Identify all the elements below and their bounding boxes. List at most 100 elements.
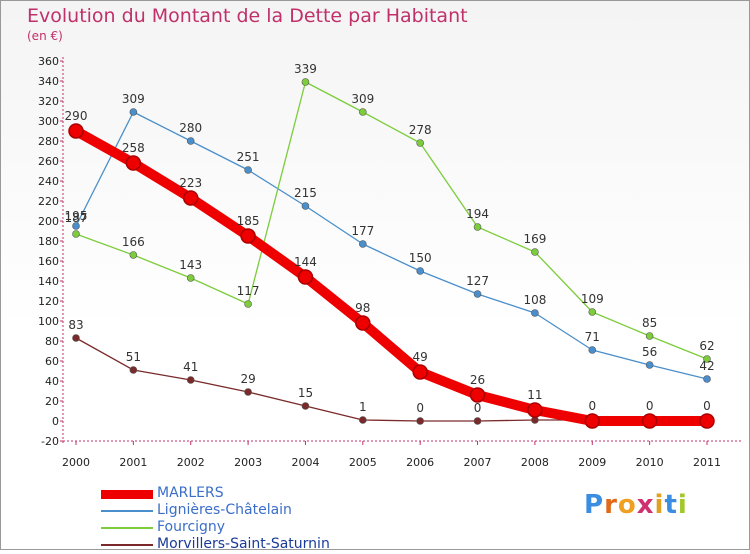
data-point — [359, 416, 367, 424]
y-tick-label: 100 — [38, 315, 59, 328]
y-tick-label: 240 — [38, 175, 59, 188]
data-point — [125, 155, 142, 171]
data-label: 0 — [703, 399, 711, 413]
data-label: 187 — [65, 211, 88, 225]
data-point — [473, 417, 482, 425]
data-label: 0 — [416, 401, 424, 415]
y-tick-label: 20 — [45, 395, 59, 408]
x-tick-label: 2003 — [234, 456, 262, 469]
data-label: 98 — [355, 301, 370, 315]
data-label: 195 — [65, 209, 88, 223]
data-point — [355, 315, 371, 331]
data-label: 117 — [237, 284, 260, 298]
data-point — [72, 222, 80, 230]
y-tick-label: 60 — [45, 355, 59, 368]
data-point — [182, 190, 199, 206]
data-label: 143 — [179, 258, 202, 272]
data-point — [244, 300, 252, 308]
data-label: 0 — [646, 399, 654, 413]
data-label: 0 — [588, 399, 596, 413]
data-label: 1 — [359, 400, 367, 414]
data-label: 339 — [294, 62, 317, 76]
x-tick-label: 2004 — [291, 456, 319, 469]
series-line-0 — [71, 126, 712, 426]
data-label: 278 — [409, 123, 432, 137]
y-tick-label: 180 — [38, 235, 59, 248]
data-point — [588, 346, 597, 354]
data-label: 109 — [581, 292, 604, 306]
data-point — [186, 274, 195, 282]
data-label: 49 — [413, 350, 428, 364]
data-point — [297, 269, 314, 285]
data-label: 144 — [294, 255, 317, 269]
data-label: 215 — [294, 186, 317, 200]
y-tick-label: 80 — [45, 335, 59, 348]
data-label: 127 — [466, 274, 489, 288]
chart-subtitle: (en €) — [27, 29, 63, 43]
y-tick-label: 0 — [52, 415, 59, 428]
data-point — [416, 417, 424, 425]
data-label: 251 — [237, 150, 260, 164]
data-point — [473, 290, 482, 298]
data-label: 309 — [122, 92, 145, 106]
data-point — [72, 230, 80, 238]
data-point — [244, 388, 252, 396]
data-point — [359, 240, 367, 248]
data-point — [301, 202, 310, 210]
x-tick-label: 2011 — [693, 456, 721, 469]
data-label: 83 — [68, 318, 83, 332]
data-point — [301, 78, 310, 86]
y-tick-label: 220 — [38, 195, 59, 208]
y-tick-label: -20 — [41, 435, 59, 448]
data-point — [531, 248, 539, 256]
data-point — [301, 402, 310, 410]
data-label: 26 — [470, 373, 485, 387]
x-tick-label: 2006 — [406, 456, 434, 469]
data-point — [469, 387, 486, 403]
data-point — [186, 137, 195, 145]
data-point — [645, 361, 654, 369]
x-tick-label: 2009 — [578, 456, 606, 469]
legend-swatch — [101, 510, 153, 512]
proxiti-logo: Proxiti — [584, 490, 688, 520]
series-line-2 — [75, 81, 708, 360]
x-tick-label: 2001 — [119, 456, 147, 469]
data-point — [72, 334, 80, 342]
data-point — [531, 309, 539, 317]
data-point — [527, 402, 543, 418]
data-label: 71 — [585, 330, 600, 344]
series-line-1 — [75, 111, 708, 380]
data-label: 56 — [642, 345, 657, 359]
data-point — [645, 332, 654, 340]
chart-title: Evolution du Montant de la Dette par Hab… — [27, 5, 468, 27]
data-point — [703, 355, 711, 363]
y-tick-label: 260 — [38, 155, 59, 168]
y-tick-label: 160 — [38, 255, 59, 268]
data-point — [129, 366, 138, 374]
data-point — [473, 223, 482, 231]
data-point — [588, 308, 597, 316]
data-label: 166 — [122, 235, 145, 249]
data-label: 42 — [699, 359, 714, 373]
legend-swatch — [101, 527, 153, 529]
legend-label: Lignières-Châtelain — [157, 502, 292, 518]
data-label: 223 — [179, 176, 202, 190]
data-label: 29 — [240, 372, 255, 386]
data-point — [240, 228, 256, 244]
data-point — [416, 139, 424, 147]
y-tick-label: 120 — [38, 295, 59, 308]
data-label: 177 — [351, 224, 374, 238]
x-tick-label: 2010 — [636, 456, 664, 469]
data-label: 51 — [126, 350, 141, 364]
data-label: 309 — [351, 92, 374, 106]
data-point — [641, 413, 658, 429]
x-tick-label: 2002 — [177, 456, 205, 469]
data-point — [584, 413, 601, 429]
data-label: 150 — [409, 251, 432, 265]
data-point — [244, 166, 252, 174]
data-point — [129, 251, 138, 259]
data-label: 258 — [122, 141, 145, 155]
data-point — [699, 413, 715, 429]
data-point — [68, 123, 84, 139]
